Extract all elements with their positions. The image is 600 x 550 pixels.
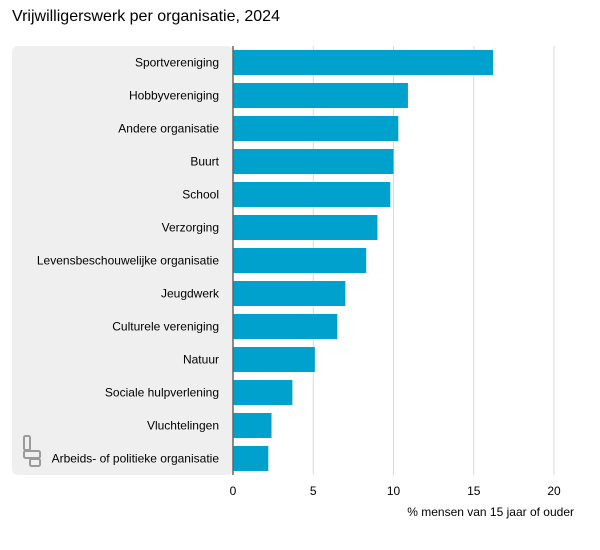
x-tick-label: 15 [467,484,481,498]
x-axis-label: % mensen van 15 jaar of ouder [407,505,574,519]
category-label: Vluchtelingen [147,419,219,433]
bar [233,347,315,372]
category-label: Buurt [190,155,219,169]
bar [233,314,338,339]
cbs-logo-icon [23,435,41,467]
category-label: Sportvereniging [135,56,219,70]
category-label: Culturele vereniging [112,320,219,334]
x-tick-label: 0 [230,484,237,498]
x-tick-label: 5 [310,484,317,498]
x-tick-label: 20 [547,484,561,498]
bar [233,116,399,141]
x-tick-labels: 0 5 10 15 20 [230,484,561,498]
x-tick-label: 10 [387,484,401,498]
bar [233,83,408,108]
category-label: Hobbyvereniging [129,89,219,103]
category-label: Andere organisatie [118,122,219,136]
category-label: Arbeids- of politieke organisatie [52,452,220,466]
bars [233,50,494,471]
category-label-panel [12,46,233,475]
bar [233,281,346,306]
bar [233,215,378,240]
bar [233,380,293,405]
bar [233,248,367,273]
category-label: Natuur [183,353,219,367]
category-label: Verzorging [162,221,219,235]
category-label: Levensbeschouwelijke organisatie [37,254,219,268]
bar [233,50,494,75]
category-label: Sociale hulpverlening [105,386,219,400]
bar [233,182,391,207]
bar [233,413,272,438]
category-label: School [182,188,219,202]
chart-title: Vrijwilligerswerk per organisatie, 2024 [12,8,280,25]
bar [233,446,269,471]
category-labels: Sportvereniging Hobbyvereniging Andere org… [37,56,220,466]
category-label: Jeugdwerk [161,287,220,301]
bar [233,149,394,174]
